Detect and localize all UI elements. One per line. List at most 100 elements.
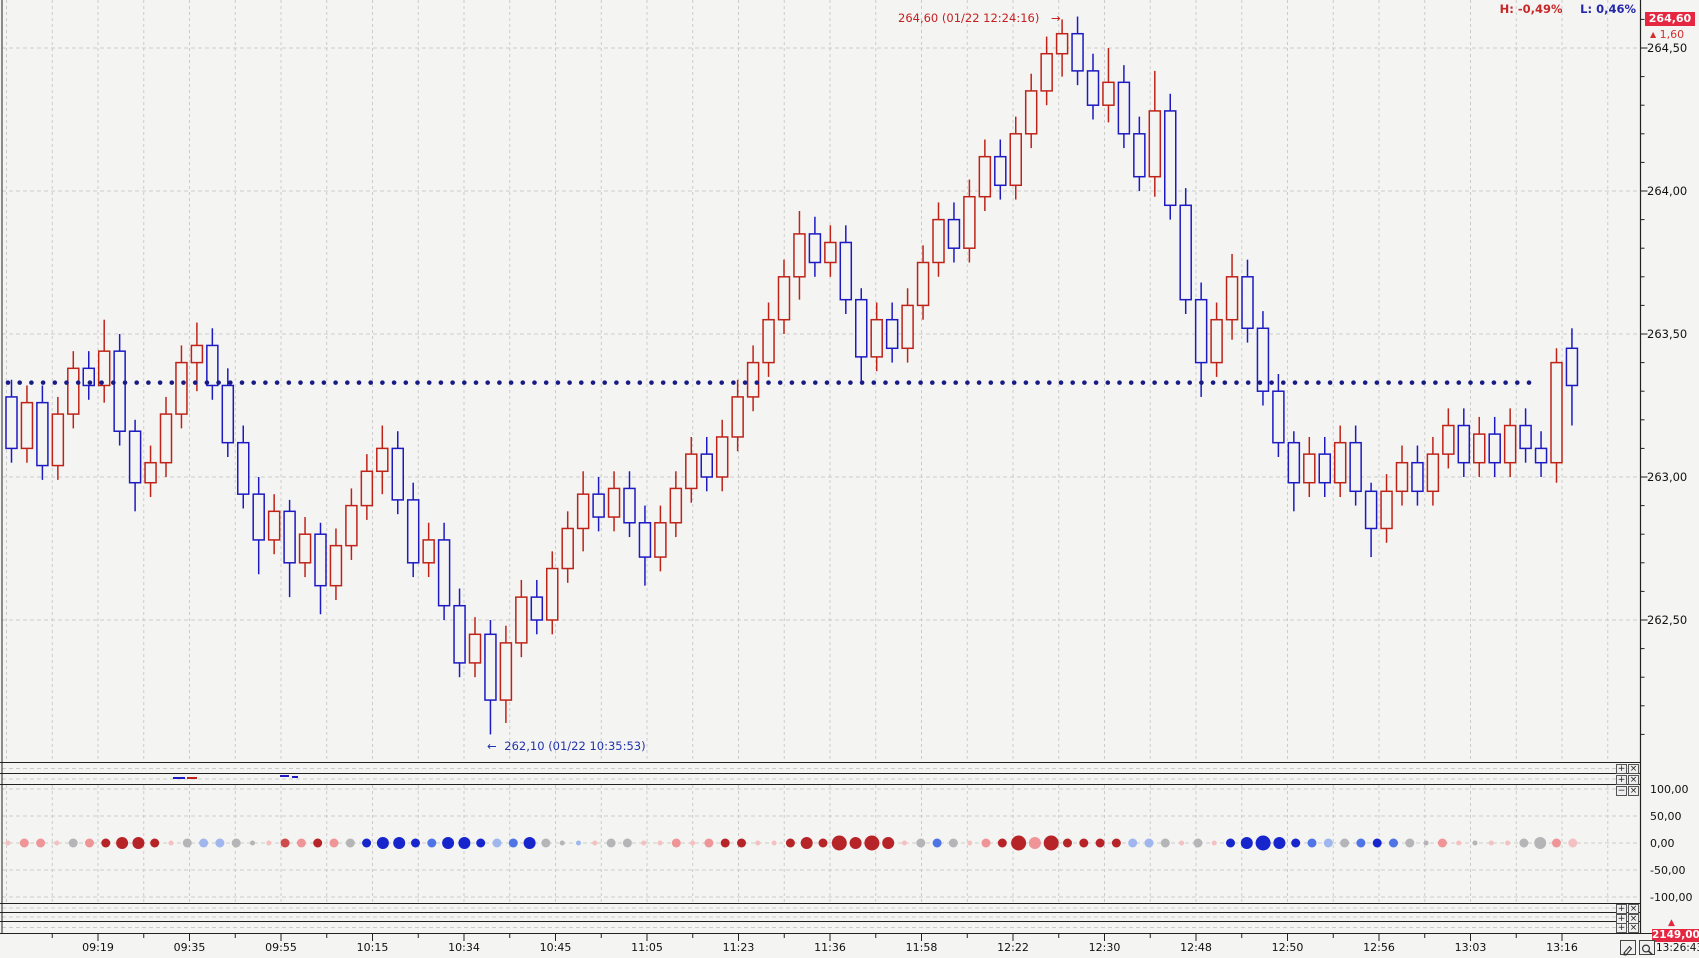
indicator-dot xyxy=(1111,838,1121,848)
left-arrow-icon: ← xyxy=(487,739,497,753)
candle-body xyxy=(561,527,574,570)
dotted-line-dot xyxy=(99,380,104,385)
indicator-dot xyxy=(1340,838,1350,848)
dotted-line-dot xyxy=(918,380,923,385)
indicator-dot xyxy=(296,838,306,848)
candle-body xyxy=(916,261,930,307)
dotted-line-dot xyxy=(801,380,806,385)
indicator-dot xyxy=(818,838,828,848)
candle-body xyxy=(1164,110,1177,207)
panel-close-button[interactable]: × xyxy=(1628,763,1639,774)
zoom-tool-button[interactable] xyxy=(1639,940,1655,956)
price-axis-label: 264,50 xyxy=(1647,41,1688,55)
dotted-line-dot xyxy=(766,380,771,385)
dotted-line-dot xyxy=(953,380,958,385)
panel-collapse-button[interactable]: + xyxy=(1616,774,1627,785)
candle-body xyxy=(715,436,729,478)
panel-collapse-button[interactable]: − xyxy=(1616,786,1627,796)
dotted-line-dot xyxy=(1058,380,1064,385)
dotted-line-dot xyxy=(1327,380,1333,385)
dotted-line-dot xyxy=(894,380,900,385)
candle-body xyxy=(746,361,760,398)
indicator-dot xyxy=(690,840,696,846)
dotted-line-dot xyxy=(1105,380,1111,385)
time-axis-label: 12:50 xyxy=(1271,941,1304,954)
dotted-line-dot xyxy=(567,380,572,385)
candle-body xyxy=(638,522,652,558)
indicator-dot xyxy=(831,835,847,851)
panel-close-button[interactable]: × xyxy=(1628,904,1639,914)
dotted-line-dot xyxy=(75,380,81,385)
dotted-line-dot xyxy=(1503,380,1508,385)
panel-close-button[interactable]: × xyxy=(1628,774,1639,785)
price-axis-label: 262,50 xyxy=(1647,613,1688,627)
dotted-line-dot xyxy=(649,380,654,385)
indicator-dot xyxy=(329,838,339,848)
candle-body xyxy=(391,447,404,501)
right-arrow-icon: → xyxy=(1050,11,1061,25)
dotted-line-dot xyxy=(263,380,268,385)
dotted-line-dot xyxy=(368,380,374,385)
candle-body xyxy=(1442,424,1455,455)
indicator-dot xyxy=(1488,840,1494,846)
candle-body xyxy=(1086,70,1100,106)
time-axis-label: 11:23 xyxy=(722,941,755,954)
candle-body xyxy=(376,447,389,473)
dotted-line-dot xyxy=(87,380,93,385)
panel-close-button[interactable]: × xyxy=(1628,786,1639,796)
candle-body xyxy=(206,344,219,387)
indicator-dot xyxy=(1095,838,1105,848)
candle-body xyxy=(82,367,95,387)
indicator-dot xyxy=(1389,838,1398,848)
dotted-line-dot xyxy=(742,380,748,385)
dotted-line-dot xyxy=(5,380,11,385)
candle-body xyxy=(1148,110,1162,178)
dotted-line-dot xyxy=(251,380,256,385)
candle-body xyxy=(685,453,698,490)
dotted-line-dot xyxy=(1386,380,1391,385)
indicator-dot xyxy=(932,838,942,848)
indicator-dot xyxy=(606,838,616,848)
panel-collapse-button[interactable]: + xyxy=(1616,763,1627,774)
time-axis-label: 11:05 xyxy=(631,941,663,954)
candle-body xyxy=(1503,424,1517,464)
candle-body xyxy=(190,344,204,364)
dotted-line-dot xyxy=(473,380,479,385)
dotted-line-dot xyxy=(192,380,198,385)
dotted-line-dot xyxy=(813,380,818,385)
dotted-line-dot xyxy=(1351,380,1356,385)
dotted-line-dot xyxy=(1199,380,1204,385)
indicator-dot xyxy=(641,840,647,846)
dotted-line-dot xyxy=(239,380,245,385)
indicator-dot xyxy=(1356,838,1366,848)
dotted-line-dot xyxy=(555,380,561,385)
panel-collapse-button[interactable]: + xyxy=(1616,904,1627,914)
candle-body xyxy=(901,304,914,350)
current-time-clock: 13:26:43 xyxy=(1656,942,1699,954)
time-axis-label: 12:30 xyxy=(1088,941,1121,954)
dotted-line-dot xyxy=(684,380,689,385)
panel-close-button[interactable]: × xyxy=(1628,923,1639,933)
panel-close-button[interactable]: × xyxy=(1628,913,1639,924)
draw-tool-button[interactable] xyxy=(1620,940,1636,956)
panel-collapse-button[interactable]: + xyxy=(1616,923,1627,933)
dotted-line-dot xyxy=(602,380,607,385)
dotted-line-dot xyxy=(333,380,338,385)
candle-body xyxy=(283,510,296,564)
indicator-dot xyxy=(657,840,663,846)
dotted-line-dot xyxy=(777,380,783,385)
candle-body xyxy=(51,413,65,467)
candle-body xyxy=(1287,441,1301,484)
panel-collapse-button[interactable]: + xyxy=(1616,913,1627,924)
dotted-line-dot xyxy=(1479,380,1485,385)
candle-body xyxy=(777,276,791,321)
candle-body xyxy=(994,155,1007,187)
dotted-line-dot xyxy=(696,380,701,385)
indicator-dot xyxy=(1307,838,1317,848)
candle-body xyxy=(1040,52,1053,92)
dotted-line-dot xyxy=(1316,380,1321,385)
candle-body xyxy=(267,510,281,541)
indicator-dot xyxy=(250,840,255,846)
candle-body xyxy=(576,493,590,530)
